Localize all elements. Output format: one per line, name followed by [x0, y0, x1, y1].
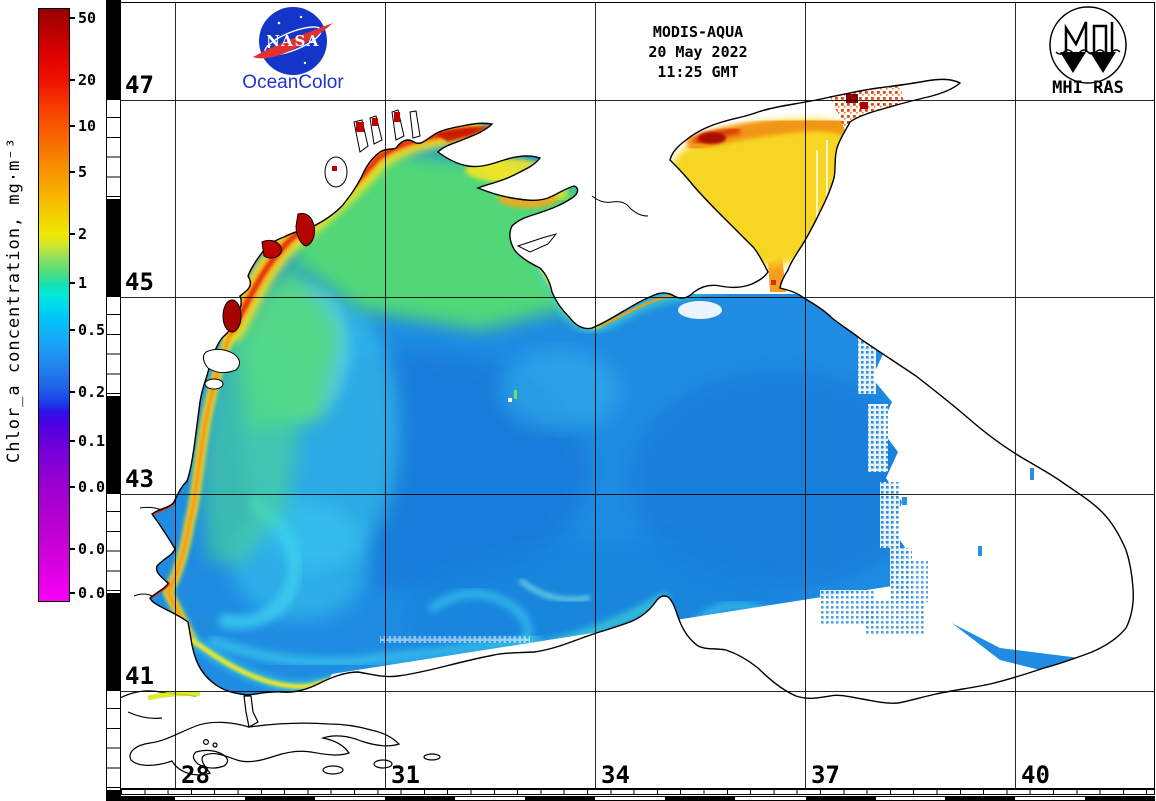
- colorbar-tick: [69, 125, 75, 127]
- colorbar-tick: [69, 233, 75, 235]
- colorbar-tick-label: 0.5: [78, 321, 106, 339]
- scene-date: 20 May 2022: [648, 43, 748, 61]
- latitude-ruler-band: [106, 199, 121, 297]
- colorbar-tick-label: 1: [78, 274, 88, 292]
- longitude-ruler: [121, 789, 1155, 795]
- longitude-ruler-segment: [121, 796, 175, 801]
- scene-time: 11:25 GMT: [657, 63, 739, 81]
- sea-data-layer: [150, 79, 1134, 704]
- grid-line-lat-43: [121, 494, 1155, 495]
- colorbar-tick-label: 0.2: [78, 383, 106, 401]
- latitude-ruler-band: [106, 396, 121, 494]
- colorbar-tick: [69, 17, 75, 19]
- colorbar-tick: [69, 486, 75, 488]
- longitude-ruler-segment: [525, 796, 595, 801]
- grid-line-lon-40: [1015, 2, 1016, 788]
- longitude-ruler-segment: [945, 796, 1015, 801]
- longitude-ruler-segment: [665, 796, 735, 801]
- colorbar-tick-label: 0.01: [78, 584, 115, 602]
- lon-label-34: 34: [601, 761, 630, 789]
- lon-label-37: 37: [811, 761, 840, 789]
- longitude-ruler-segment: [1085, 796, 1155, 801]
- nasa-logo: NASA: [253, 7, 333, 75]
- colorbar-tick: [69, 440, 75, 442]
- thrace-coast-bloom: [147, 691, 201, 701]
- mhi-ras-logo: [1049, 6, 1127, 84]
- azov-data: [636, 79, 1046, 294]
- latitude-ruler-band: [106, 0, 121, 100]
- colorbar-tick: [69, 171, 75, 173]
- grid-line-lat-47: [121, 100, 1155, 101]
- colorbar-tick-label: 50: [78, 9, 97, 27]
- marmara-region: [119, 690, 441, 776]
- grid-line-lat-45: [121, 297, 1155, 298]
- limans-and-lakes: [133, 109, 649, 597]
- lat-label-41: 41: [125, 662, 154, 690]
- colorbar-tick: [69, 329, 75, 331]
- grid-line-lon-34: [595, 2, 596, 788]
- nasa-logo-text: NASA: [266, 32, 320, 50]
- dithered-edge: [380, 336, 1034, 643]
- map-border-right: [1154, 2, 1155, 789]
- grid-line-lat-41: [121, 691, 1155, 692]
- longitude-ruler-segment: [385, 796, 455, 801]
- oceancolor-label: OceanColor: [242, 72, 344, 93]
- colorbar-tick-label: 5: [78, 163, 88, 181]
- lat-label-47: 47: [125, 71, 154, 99]
- grid-line-lon-37: [805, 2, 806, 788]
- colorbar-tick: [69, 391, 75, 393]
- latitude-ruler-band: [106, 790, 121, 801]
- colorbar-tick-label: 0.1: [78, 432, 106, 450]
- colorbar-gradient: [38, 8, 70, 602]
- colorbar-tick-label: 0.02: [78, 540, 115, 558]
- lat-label-45: 45: [125, 268, 154, 296]
- longitude-ruler-segment: [245, 796, 315, 801]
- latitude-ruler-band: [106, 593, 121, 691]
- map-border-top: [106, 2, 1155, 3]
- colorbar-tick: [69, 548, 75, 550]
- colorbar-tick: [69, 79, 75, 81]
- mhi-ras-label: MHI RAS: [1052, 78, 1124, 98]
- lat-label-43: 43: [125, 465, 154, 493]
- colorbar-tick: [69, 592, 75, 594]
- longitude-ruler-segment: [806, 796, 876, 801]
- lon-label-28: 28: [181, 761, 210, 789]
- satellite-name: MODIS-AQUA: [652, 23, 744, 41]
- colorbar-tick-label: 2: [78, 225, 88, 243]
- grid-line-lon-28: [175, 2, 176, 788]
- map-border-bottom: [121, 788, 1155, 789]
- grid-line-lon-31: [385, 2, 386, 788]
- colorbar-tick-label: 10: [78, 117, 97, 135]
- scene-info: MODIS-AQUA 20 May 2022 11:25 GMT: [638, 22, 758, 82]
- colorbar-tick-label: 20: [78, 71, 97, 89]
- colorbar-tick-label: 0.05: [78, 478, 115, 496]
- lon-label-31: 31: [391, 761, 420, 789]
- colorbar-tick: [69, 282, 75, 284]
- lon-label-40: 40: [1021, 761, 1050, 789]
